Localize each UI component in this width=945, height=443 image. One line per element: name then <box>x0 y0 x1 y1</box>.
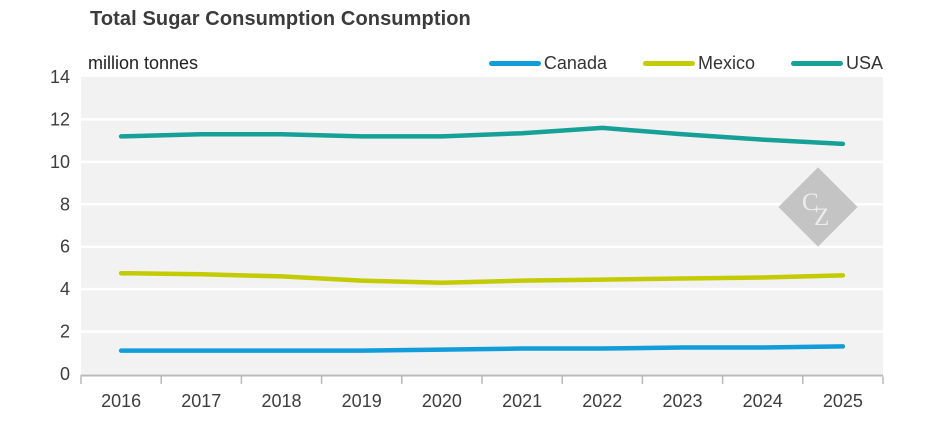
y-tick-label: 8 <box>60 194 70 214</box>
usa-line-swatch-icon <box>790 61 843 66</box>
x-tick-label: 2023 <box>662 391 702 411</box>
y-tick-label: 2 <box>60 322 70 342</box>
x-tick-label: 2022 <box>582 391 622 411</box>
legend-label-mexico: Mexico <box>697 53 755 73</box>
legend-item-mexico[interactable]: Mexico <box>642 53 755 74</box>
x-tick-label: 2016 <box>101 391 141 411</box>
x-tick-label: 2017 <box>181 391 221 411</box>
x-tick-label: 2024 <box>743 391 783 411</box>
legend: Canada Mexico USA <box>488 53 883 74</box>
y-tick-label: 14 <box>50 67 70 87</box>
series-line-usa <box>118 125 846 147</box>
legend-item-usa[interactable]: USA <box>790 53 883 74</box>
legend-label-canada: Canada <box>543 53 607 73</box>
watermark-letter-c: C <box>802 189 819 216</box>
chart-title: Total Sugar Consumption Consumption <box>90 8 471 30</box>
y-tick-label: 6 <box>60 237 70 257</box>
y-tick-label: 10 <box>50 152 70 172</box>
canada-line-swatch-icon <box>488 61 541 66</box>
y-tick-label: 12 <box>50 109 70 129</box>
mexico-line-swatch-icon <box>642 61 695 66</box>
watermark-letter-z: Z <box>814 204 829 231</box>
y-tick-label: 0 <box>60 364 70 384</box>
series-line-mexico <box>118 270 846 286</box>
y-axis-units-label: million tonnes <box>88 53 199 73</box>
series-line-canada <box>118 344 846 353</box>
x-tick-label: 2020 <box>422 391 462 411</box>
x-tick-label: 2018 <box>261 391 301 411</box>
x-tick-label: 2021 <box>502 391 542 411</box>
y-tick-label: 4 <box>60 279 70 299</box>
legend-label-usa: USA <box>845 53 883 73</box>
x-tick-label: 2019 <box>342 391 382 411</box>
legend-item-canada[interactable]: Canada <box>488 53 607 74</box>
x-tick-label: 2025 <box>823 391 863 411</box>
plot-area <box>81 77 883 374</box>
